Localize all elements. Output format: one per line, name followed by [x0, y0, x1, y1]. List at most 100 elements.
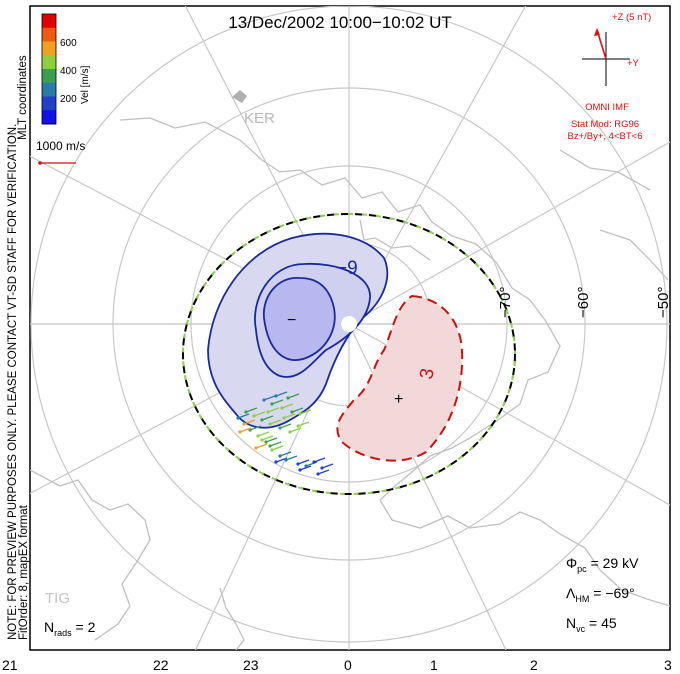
hm-boundary-green	[182, 213, 516, 495]
velocity-vector-origin	[268, 422, 272, 426]
svg-text:Nrads = 2: Nrads = 2	[44, 619, 96, 638]
velocity-vector-origin	[260, 418, 264, 422]
velocity-vector-origin	[238, 430, 242, 434]
velocity-vector-origin	[256, 434, 260, 438]
lat-label-50: −50°	[655, 287, 672, 318]
imf-z-label: +Z (5 nT)	[612, 12, 651, 23]
velocity-vector	[271, 445, 284, 451]
velocity-vector	[285, 455, 298, 461]
stat-nrads: Nrads = 2	[44, 619, 96, 638]
velocity-vector-origin	[284, 458, 288, 462]
velocity-vector	[321, 463, 334, 469]
velocity-vector	[265, 437, 278, 443]
velocity-vector	[297, 459, 310, 465]
velocity-vector-origin	[236, 416, 240, 420]
imf-arrowhead	[594, 28, 600, 36]
velocity-vector-origin	[262, 398, 266, 402]
velocity-vector	[279, 423, 292, 429]
station-ker-marker	[232, 90, 247, 103]
velocity-vector	[243, 419, 256, 425]
velocity-vector	[261, 415, 274, 421]
lat-label-60: −60°	[575, 287, 592, 318]
velocity-vector	[257, 431, 270, 437]
colorbar-swatch	[42, 96, 56, 111]
velocity-vector	[287, 393, 300, 399]
velocity-vector	[283, 413, 296, 419]
stat-nvc: Nvc = 45	[566, 615, 617, 634]
neg-cell-core	[263, 277, 336, 361]
velocity-vector	[261, 435, 274, 441]
colorbar-swatch	[42, 55, 56, 70]
velocity-vector-origin	[260, 438, 264, 442]
preview-note: NOTE: FOR PREVIEW PURPOSES ONLY. PLEASE …	[7, 124, 19, 640]
svg-text:ΛHM = −69°: ΛHM = −69°	[566, 585, 635, 604]
velocity-vector	[239, 427, 252, 433]
colorbar-tick-400: 400	[60, 66, 77, 77]
stat-model-line-2: Bz+/By+, 4<BT<6	[568, 131, 643, 142]
svg-text:Nvc = 45: Nvc = 45	[566, 615, 617, 634]
velocity-vector-origin	[312, 460, 316, 464]
velocity-vector	[313, 457, 326, 463]
velocity-vector	[299, 409, 312, 415]
pole-marker	[341, 316, 357, 332]
fit-order-note: FitOrder: 8, mapEX format	[18, 504, 30, 640]
colorbar-swatch	[42, 27, 56, 42]
colorbar-tick-200: 200	[60, 94, 77, 105]
svg-text:Φpc = 29 kV: Φpc = 29 kV	[566, 555, 639, 574]
stat-lambda-hm: ΛHM = −69°	[566, 585, 635, 604]
velocity-vector-origin	[288, 430, 292, 434]
velocity-vector	[269, 419, 282, 425]
velocity-vector-origin	[270, 448, 274, 452]
neg-minimum-marker: −	[287, 312, 296, 329]
velocity-vector-origin	[304, 464, 308, 468]
pos-cell	[336, 294, 464, 462]
velocity-vector-origin	[298, 468, 302, 472]
colorbar-swatch	[42, 41, 56, 56]
velocity-vector-origin	[278, 426, 282, 430]
velocity-vector	[245, 407, 258, 413]
velocity-vector	[279, 451, 292, 457]
imf-y-label: +Y	[627, 58, 640, 69]
colorbar-label: Vel [m/s]	[80, 65, 91, 104]
velocity-vector-origin	[268, 444, 272, 448]
velocity-vector	[317, 469, 330, 475]
mlt-tick-0: 0	[344, 657, 352, 673]
velocity-vector-origin	[290, 410, 294, 414]
velocity-colorbar	[41, 13, 57, 125]
velocity-vector-origin	[266, 410, 270, 414]
velocity-vector-origin	[296, 424, 300, 428]
colorbar-frame	[41, 13, 57, 125]
velocity-vector	[263, 395, 276, 401]
mlt-axis: 21 22 23 0 1 2 3	[2, 657, 672, 673]
velocity-vector	[271, 399, 284, 405]
velocity-vector	[291, 407, 304, 413]
velocity-vector	[275, 391, 288, 397]
velocity-vector-origin	[254, 446, 258, 450]
velocity-vector	[253, 411, 266, 417]
coord-label: MLT coordinates	[17, 55, 29, 140]
pos-maximum-marker: +	[394, 391, 403, 408]
velocity-vector	[237, 413, 250, 419]
contour-label-neg: −9	[336, 258, 358, 279]
velocity-vector-origin	[316, 472, 320, 476]
colorbar-swatch	[42, 82, 56, 97]
velocity-vector-origin	[274, 394, 278, 398]
colorbar-swatch	[42, 14, 56, 29]
station-ker-label: KER	[244, 110, 275, 127]
lat-label-70: −70°	[497, 287, 514, 318]
velocity-vector	[269, 441, 282, 447]
velocity-vectors	[236, 391, 334, 476]
velocity-vector	[249, 425, 262, 431]
mlt-tick-22: 22	[153, 657, 169, 673]
velocity-vector-origin	[286, 396, 290, 400]
mlt-tick-21: 21	[2, 657, 18, 673]
scale-vector-dot	[38, 161, 42, 165]
station-tig-label: TIG	[45, 590, 70, 607]
velocity-vector-origin	[242, 422, 246, 426]
mlt-tick-3: 3	[664, 657, 672, 673]
velocity-vector	[289, 427, 302, 433]
contour-label-pos: 3	[416, 367, 439, 381]
imf-dial	[582, 28, 630, 86]
mlt-tick-1: 1	[430, 657, 438, 673]
